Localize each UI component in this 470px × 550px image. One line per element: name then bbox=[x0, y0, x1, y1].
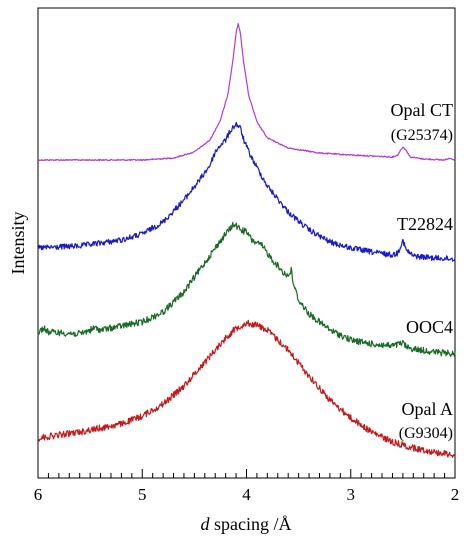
x-tick-label: 4 bbox=[242, 485, 251, 504]
x-axis-label: d spacing /Å bbox=[201, 514, 292, 534]
series-sublabel-opal-ct: (G25374) bbox=[391, 127, 453, 144]
x-tick-label: 6 bbox=[34, 485, 43, 504]
x-tick-label: 3 bbox=[347, 485, 356, 504]
series-line-t22824 bbox=[37, 121, 456, 262]
series-line-opal-a bbox=[37, 319, 456, 459]
x-axis: 6 5 4 3 2 bbox=[34, 469, 460, 504]
series-line-ooc4 bbox=[37, 221, 456, 357]
x-tick-label: 5 bbox=[138, 485, 147, 504]
x-tick-label: 2 bbox=[451, 485, 460, 504]
series-label-opal-a: Opal A bbox=[402, 399, 454, 419]
series-label-t22824: T22824 bbox=[397, 214, 453, 234]
series-line-opal-ct bbox=[37, 22, 456, 162]
series-sublabel-opal-a: (G9304) bbox=[399, 425, 453, 442]
series-label-ooc4: OOC4 bbox=[406, 317, 453, 337]
y-axis-label: Intensity bbox=[8, 212, 28, 275]
series-label-opal-ct: Opal CT bbox=[391, 100, 454, 120]
series-layer bbox=[37, 22, 456, 459]
